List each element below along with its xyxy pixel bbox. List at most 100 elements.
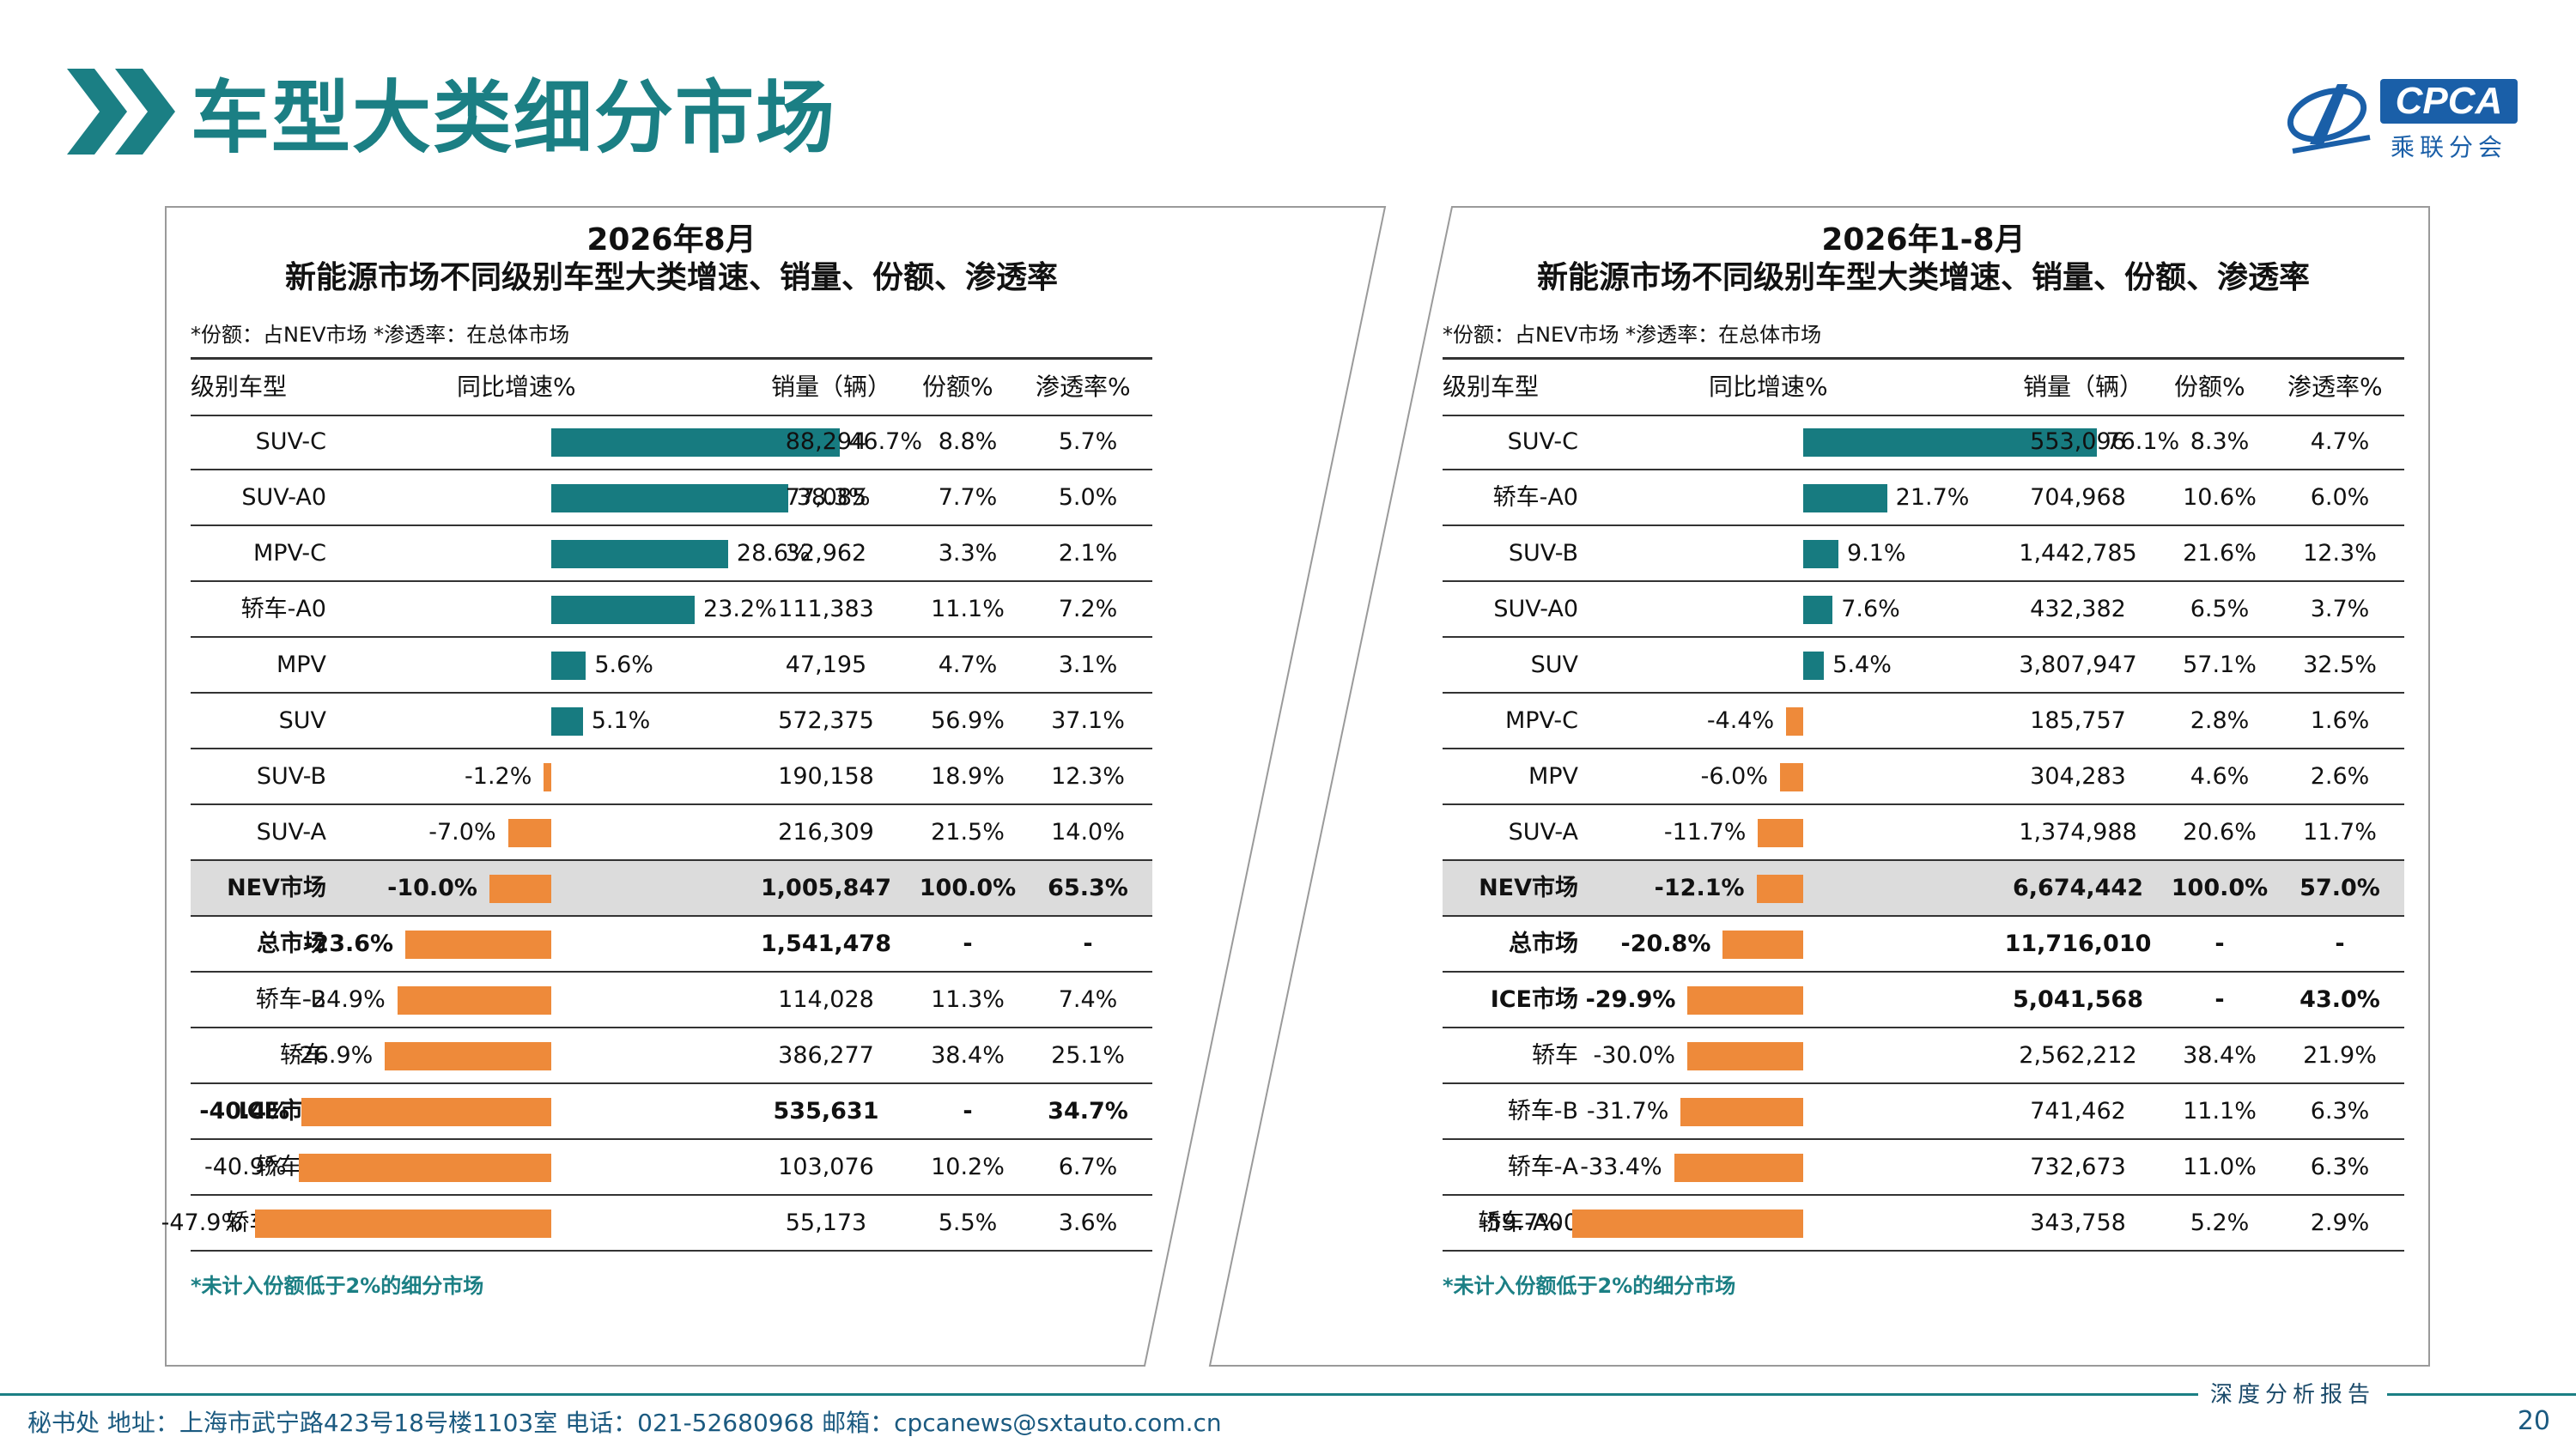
growth-value: -31.7% <box>1586 1098 1669 1125</box>
table-row: SUV-A -7.0% 216,309 21.5% 14.0% <box>191 805 1152 861</box>
share-value: 11.3% <box>931 986 1005 1013</box>
header-share: 份额% <box>922 373 993 401</box>
growth-bar <box>1786 707 1803 736</box>
segment-name: MPV <box>276 652 326 678</box>
penetration-value: 6.3% <box>2310 1098 2370 1125</box>
table-row: MPV -6.0% 304,283 4.6% 2.6% <box>1443 749 2404 805</box>
title-arrows-icon <box>67 69 175 155</box>
table-row: SUV 5.1% 572,375 56.9% 37.1% <box>191 694 1152 749</box>
penetration-value: 11.7% <box>2303 819 2377 846</box>
segment-name: MPV-C <box>252 540 326 567</box>
growth-bar <box>301 1098 551 1126</box>
cpca-logo: CPCA 乘联分会 <box>2284 76 2524 161</box>
penetration-value: 7.2% <box>1058 596 1118 622</box>
penetration-value: 1.6% <box>2310 707 2370 734</box>
growth-bar <box>1756 875 1803 903</box>
growth-value: 23.2% <box>703 596 777 622</box>
panel-month-footnote: *未计入份额低于2%的细分市场 <box>191 1274 484 1298</box>
footer-report-label: 深度分析报告 <box>2198 1377 2388 1409</box>
segment-name: SUV-A0 <box>1493 596 1578 622</box>
penetration-value: 7.4% <box>1058 986 1118 1013</box>
table-row: 总市场 -23.6% 1,541,478 - - <box>191 917 1152 973</box>
table-row: SUV-C 46.7% 88,294 8.8% 5.7% <box>191 415 1152 470</box>
segment-name: SUV-A0 <box>241 484 326 511</box>
growth-bar <box>397 986 551 1015</box>
growth-value: -30.0% <box>1593 1042 1675 1069</box>
penetration-value: 12.3% <box>1051 763 1125 790</box>
sales-value: 432,382 <box>2030 596 2126 622</box>
growth-value: -10.0% <box>387 875 477 901</box>
growth-bar <box>551 707 583 736</box>
cpca-logo-word: CPCA <box>2380 79 2518 124</box>
panel-ytd: 2026年1-8月 新能源市场不同级别车型大类增速、销量、份额、渗透率 *份额：… <box>1443 215 2404 1365</box>
sales-value: 103,076 <box>778 1154 874 1180</box>
share-value: 11.1% <box>2183 1098 2257 1125</box>
growth-value: 5.4% <box>1832 652 1892 678</box>
share-value: 21.6% <box>2183 540 2257 567</box>
sales-value: 1,442,785 <box>2019 540 2137 567</box>
table-row: SUV-A0 7.6% 432,382 6.5% 3.7% <box>1443 582 2404 638</box>
table-row: NEV市场 -10.0% 1,005,847 100.0% 65.3% <box>191 861 1152 917</box>
segment-name: SUV-B <box>256 763 326 790</box>
growth-value: -1.2% <box>465 763 532 790</box>
growth-value: 38.3% <box>796 484 871 511</box>
segment-name: 轿车 <box>280 1042 326 1069</box>
growth-bar <box>1680 1098 1803 1126</box>
penetration-value: 32.5% <box>2303 652 2377 678</box>
growth-value: -47.9% <box>161 1210 244 1236</box>
share-value: 8.3% <box>2190 428 2250 455</box>
growth-bar <box>1722 931 1803 959</box>
segment-name: SUV-C <box>1507 428 1578 455</box>
segment-name: 轿车-A0 <box>1492 484 1578 511</box>
penetration-value: - <box>2335 931 2345 957</box>
panel-month: 2026年8月 新能源市场不同级别车型大类增速、销量、份额、渗透率 *份额：占N… <box>161 215 1152 1365</box>
header-growth: 同比增速% <box>1709 373 1828 401</box>
segment-name: 轿车-B <box>255 986 326 1013</box>
sales-value: 572,375 <box>778 707 874 734</box>
share-value: - <box>963 931 973 957</box>
table-month-header: 级别车型 同比增速% 销量（辆） 份额% 渗透率% <box>191 357 1152 416</box>
right-panel-frame <box>1208 206 2430 1367</box>
sales-value: 88,294 <box>785 428 867 455</box>
segment-name: SUV-B <box>1508 540 1578 567</box>
segment-name: 轿车-A <box>1507 1154 1578 1180</box>
share-value: - <box>2215 931 2225 957</box>
header-penetration: 渗透率% <box>2287 373 2383 401</box>
segment-name: ICE市场 <box>1490 986 1578 1013</box>
growth-bar <box>551 652 586 680</box>
penetration-value: 3.1% <box>1058 652 1118 678</box>
table-row: 轿车-B -24.9% 114,028 11.3% 7.4% <box>191 973 1152 1028</box>
sales-value: 77,085 <box>785 484 867 511</box>
table-row: 轿车-A -33.4% 732,673 11.0% 6.3% <box>1443 1140 2404 1196</box>
panel-ytd-footnote: *未计入份额低于2%的细分市场 <box>1443 1274 1736 1298</box>
share-value: 38.4% <box>931 1042 1005 1069</box>
table-row: NEV市场 -12.1% 6,674,442 100.0% 57.0% <box>1443 861 2404 917</box>
growth-value: 7.6% <box>1841 596 1900 622</box>
growth-value: 76.1% <box>2105 428 2180 455</box>
growth-value: -33.4% <box>1580 1154 1662 1180</box>
growth-bar <box>1687 986 1803 1015</box>
sales-value: 343,758 <box>2030 1210 2126 1236</box>
growth-value: -24.9% <box>303 986 386 1013</box>
growth-bar <box>1780 763 1803 791</box>
growth-bar <box>385 1042 551 1070</box>
growth-bar <box>551 540 728 568</box>
growth-value: 46.7% <box>848 428 923 455</box>
segment-name: MPV-C <box>1504 707 1578 734</box>
table-row: SUV-C 76.1% 553,096 8.3% 4.7% <box>1443 415 2404 470</box>
penetration-value: 6.3% <box>2310 1154 2370 1180</box>
table-row: 轿车 -30.0% 2,562,212 38.4% 21.9% <box>1443 1028 2404 1084</box>
penetration-value: 37.1% <box>1051 707 1125 734</box>
sales-value: 1,541,478 <box>760 931 892 957</box>
growth-value: -11.7% <box>1663 819 1747 846</box>
penetration-value: 65.3% <box>1048 875 1128 901</box>
growth-bar <box>1687 1042 1803 1070</box>
share-value: 56.9% <box>931 707 1005 734</box>
growth-value: -40.4% <box>199 1098 290 1125</box>
table-row: 轿车 -26.9% 386,277 38.4% 25.1% <box>191 1028 1152 1084</box>
growth-bar <box>551 428 841 457</box>
panel-ytd-title: 2026年1-8月 <box>1821 222 2026 258</box>
growth-value: -40.9% <box>204 1154 287 1180</box>
growth-bar <box>507 819 551 847</box>
penetration-value: 12.3% <box>2303 540 2377 567</box>
